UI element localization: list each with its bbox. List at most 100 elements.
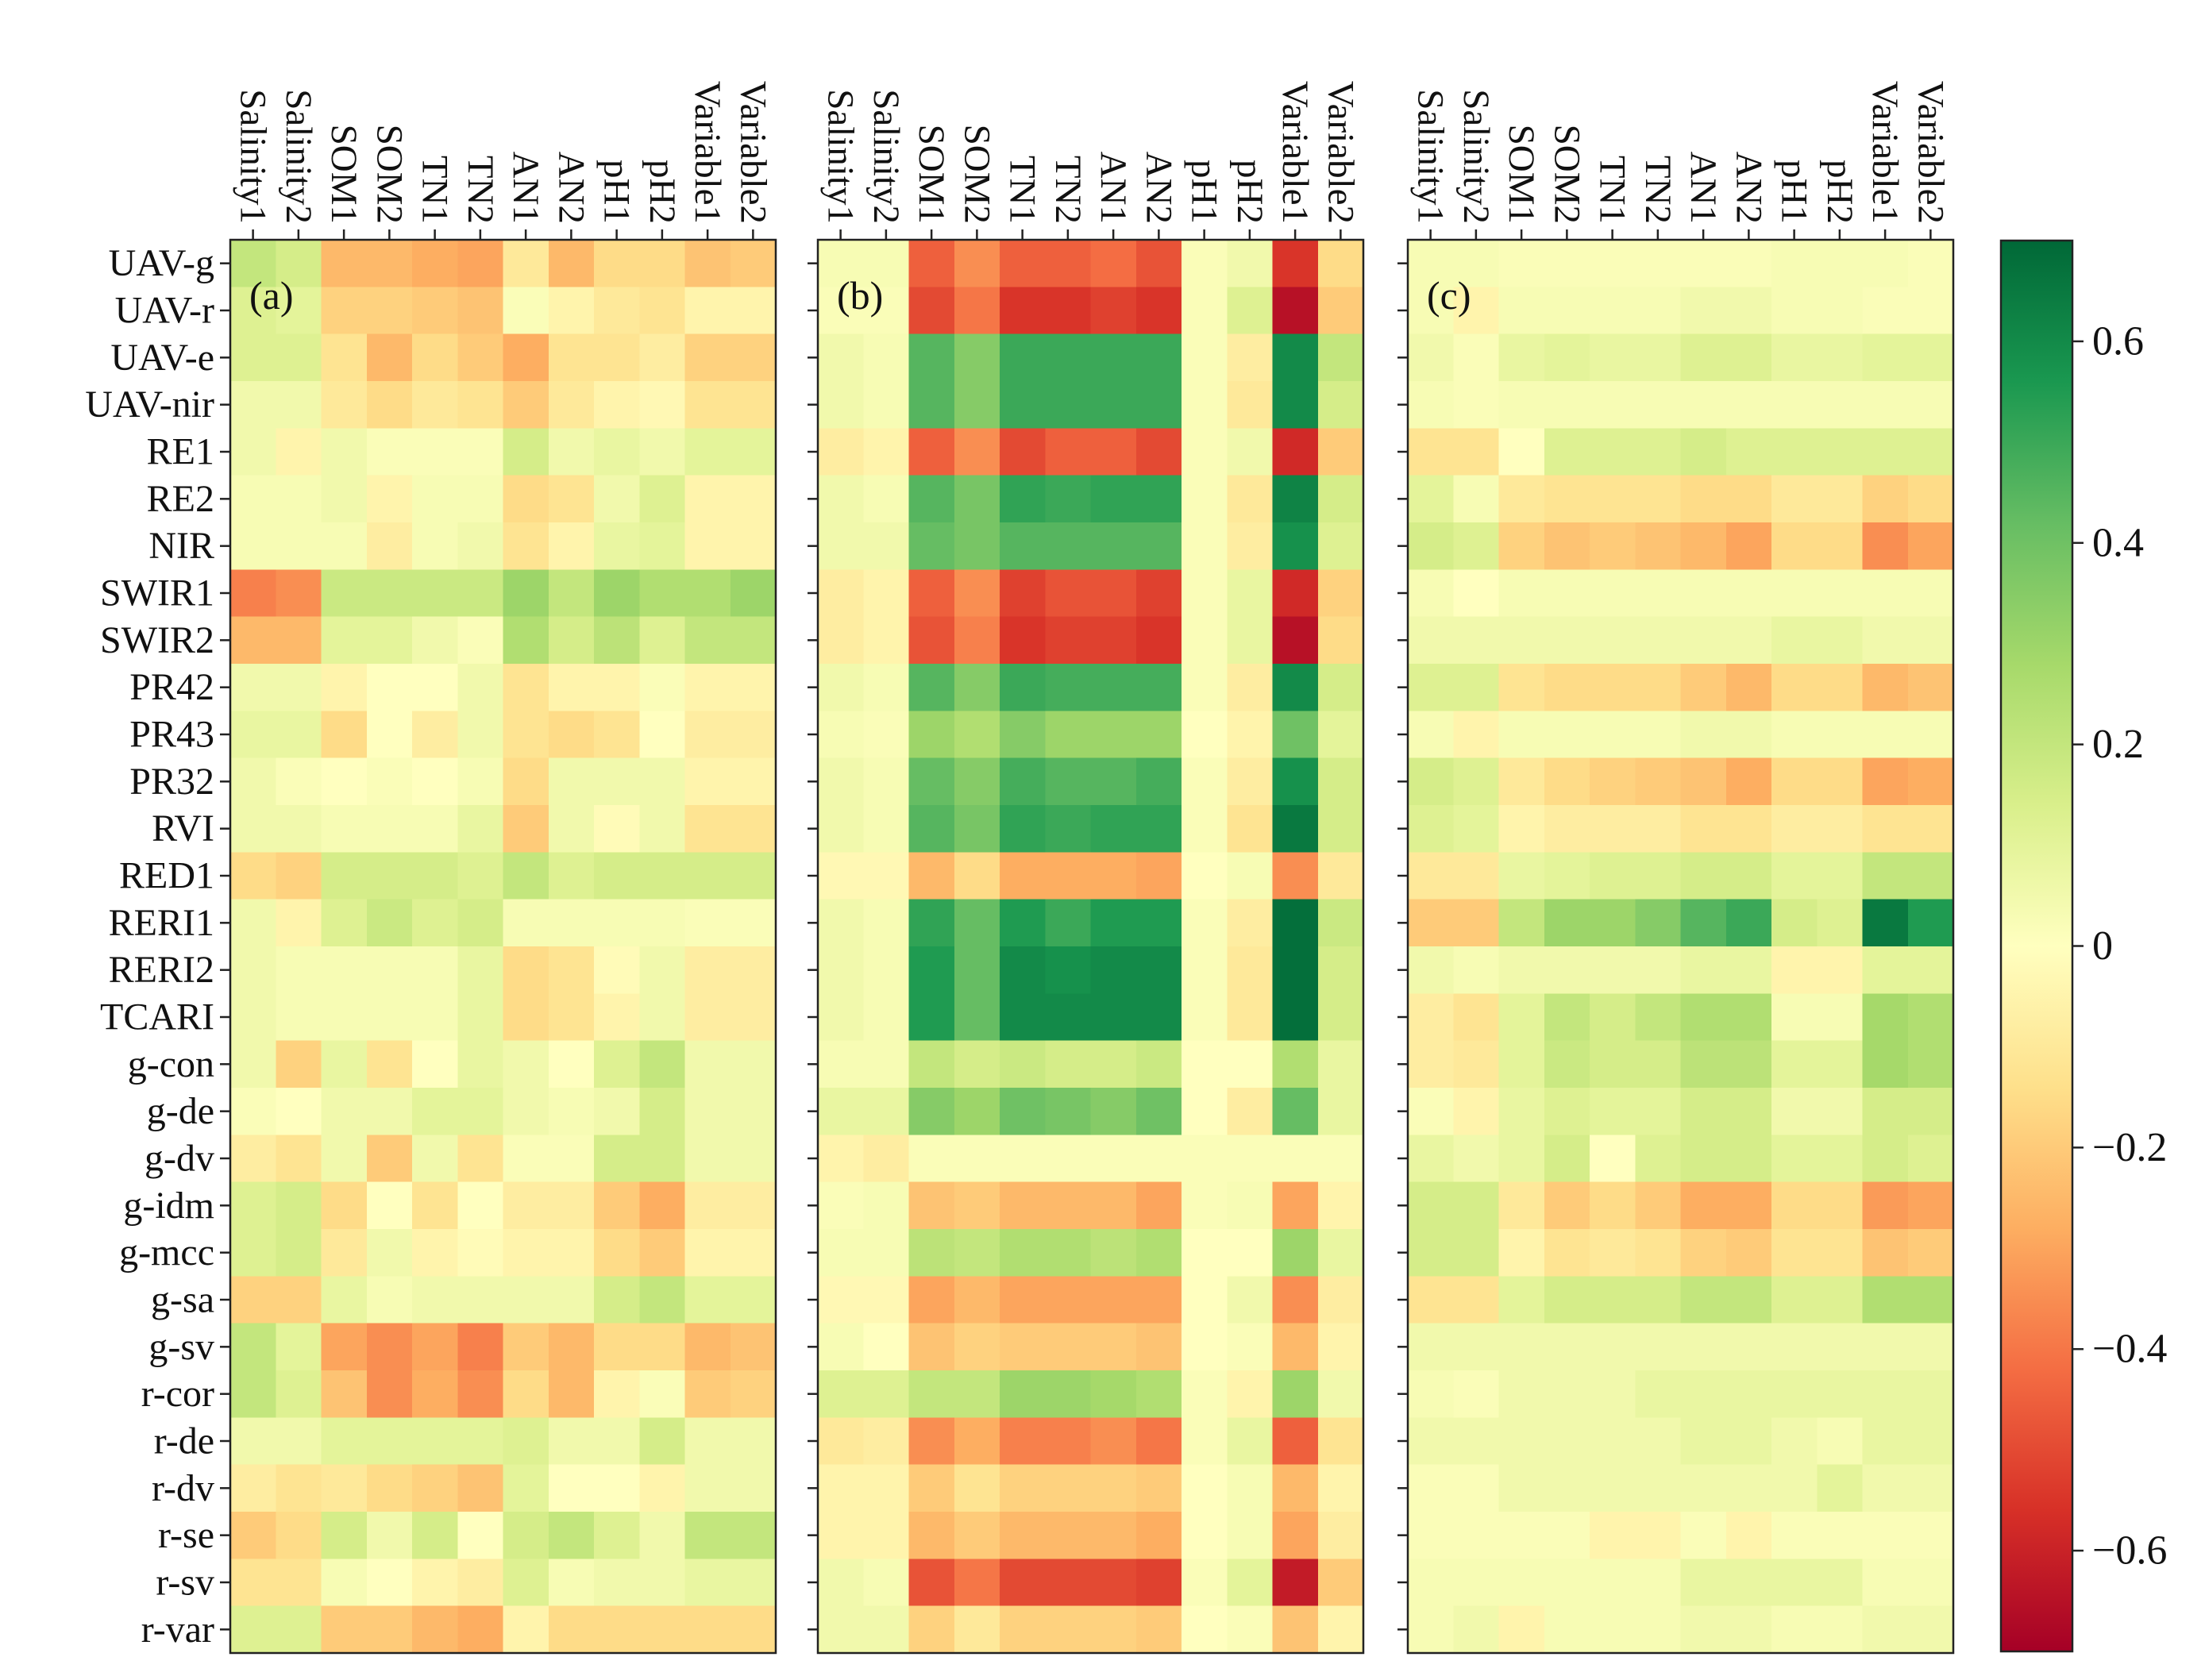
heatmap-cell [954, 711, 1000, 759]
heatmap-cell [230, 1417, 276, 1466]
heatmap-cell [1227, 569, 1274, 618]
heatmap-cell [1544, 664, 1590, 711]
heatmap-cell [1182, 1135, 1228, 1183]
heatmap-cell [1544, 757, 1590, 806]
heatmap-cell [366, 805, 413, 853]
heatmap-cell [548, 333, 595, 382]
heatmap-cell [1817, 1181, 1864, 1230]
heatmap-cell [503, 1040, 549, 1089]
heatmap-cell [1725, 1417, 1772, 1466]
heatmap-cell [1317, 1370, 1364, 1418]
heatmap-cell [863, 522, 910, 570]
heatmap-cell [1090, 1559, 1137, 1607]
row-label-reri1: RERI1 [109, 902, 214, 944]
heatmap-cell [503, 287, 549, 335]
heatmap-cell [1862, 711, 1909, 759]
heatmap-cell [321, 1370, 368, 1418]
heatmap-cell [818, 805, 864, 853]
heatmap-cell [321, 1417, 368, 1466]
heatmap-cell [1000, 569, 1046, 618]
heatmap-cell [1453, 428, 1500, 476]
heatmap-cell [1227, 616, 1274, 665]
heatmap-cell [954, 1088, 1000, 1135]
heatmap-cell [1182, 1181, 1228, 1230]
heatmap-cell [1408, 993, 1454, 1042]
heatmap-cell [230, 1559, 276, 1607]
heatmap-cell [730, 1181, 777, 1230]
heatmap-cell [1907, 1040, 1954, 1089]
heatmap-cell [1498, 1135, 1545, 1183]
heatmap-cell [276, 899, 322, 947]
heatmap-cell [548, 1605, 595, 1654]
heatmap-cell [1182, 1040, 1228, 1089]
heatmap-cell [818, 1040, 864, 1089]
heatmap-cell [1725, 1370, 1772, 1418]
heatmap-cell [1771, 1370, 1818, 1418]
heatmap-cell [1771, 1323, 1818, 1371]
column-label-som1: SOM1 [323, 125, 364, 224]
heatmap-cell [1453, 1088, 1500, 1135]
heatmap-cell [230, 333, 276, 382]
heatmap-cell [1862, 757, 1909, 806]
heatmap-cell [1453, 664, 1500, 711]
heatmap-cell [954, 1559, 1000, 1607]
row-label-uav-r: UAV-r [115, 290, 214, 332]
heatmap-cell [366, 475, 413, 523]
heatmap-cell [684, 569, 731, 618]
heatmap-cell [1090, 1417, 1137, 1466]
heatmap-cell [863, 852, 910, 900]
row-label-r-cor: r-cor [141, 1373, 214, 1415]
heatmap-cell [548, 805, 595, 853]
heatmap-cell [1498, 1370, 1545, 1418]
heatmap-cell [1000, 1605, 1046, 1654]
heatmap-cell [276, 522, 322, 570]
heatmap-cell [1135, 475, 1182, 523]
heatmap-cell [1590, 805, 1636, 853]
heatmap-cell [276, 1417, 322, 1466]
heatmap-cell [1725, 616, 1772, 665]
heatmap-cell [457, 1417, 504, 1466]
heatmap-cell [1590, 616, 1636, 665]
heatmap-cell [863, 1135, 910, 1183]
heatmap-cell [1907, 522, 1954, 570]
heatmap-cell [639, 1464, 686, 1512]
heatmap-cell [1227, 240, 1274, 287]
heatmap-cell [954, 1229, 1000, 1277]
heatmap-cell [818, 664, 864, 711]
heatmap-cell [908, 1135, 955, 1183]
heatmap-cell [1317, 1323, 1364, 1371]
heatmap-cell [276, 1276, 322, 1324]
heatmap-cell [548, 1229, 595, 1277]
heatmap-cell [1725, 333, 1772, 382]
heatmap-cell [1817, 1229, 1864, 1277]
heatmap-cell [1408, 1512, 1454, 1559]
heatmap-cell [1227, 1276, 1274, 1324]
heatmap-cell [457, 287, 504, 335]
heatmap-cell [594, 428, 640, 476]
heatmap-cell [1590, 852, 1636, 900]
heatmap-cell [1635, 381, 1682, 429]
heatmap-cell [230, 1464, 276, 1512]
heatmap-cell [276, 1229, 322, 1277]
heatmap-cell [730, 805, 777, 853]
heatmap-cell [818, 428, 864, 476]
heatmap-cell [954, 946, 1000, 994]
heatmap-cell [1317, 946, 1364, 994]
heatmap-cell [412, 616, 458, 665]
heatmap-cell [1771, 475, 1818, 523]
heatmap-cell [730, 852, 777, 900]
heatmap-cell [1408, 805, 1454, 853]
heatmap-cell [684, 381, 731, 429]
heatmap-cell [954, 522, 1000, 570]
heatmap-cell [1635, 899, 1682, 947]
column-label-variable2: Variable2 [1320, 81, 1361, 224]
heatmap-cell [1907, 711, 1954, 759]
heatmap-cell [548, 899, 595, 947]
heatmap-cell [908, 1276, 955, 1324]
heatmap-cell [1907, 381, 1954, 429]
heatmap-cell [1227, 1229, 1274, 1277]
heatmap-cell [1498, 475, 1545, 523]
heatmap-cell [863, 1229, 910, 1277]
heatmap-cell [954, 1040, 1000, 1089]
